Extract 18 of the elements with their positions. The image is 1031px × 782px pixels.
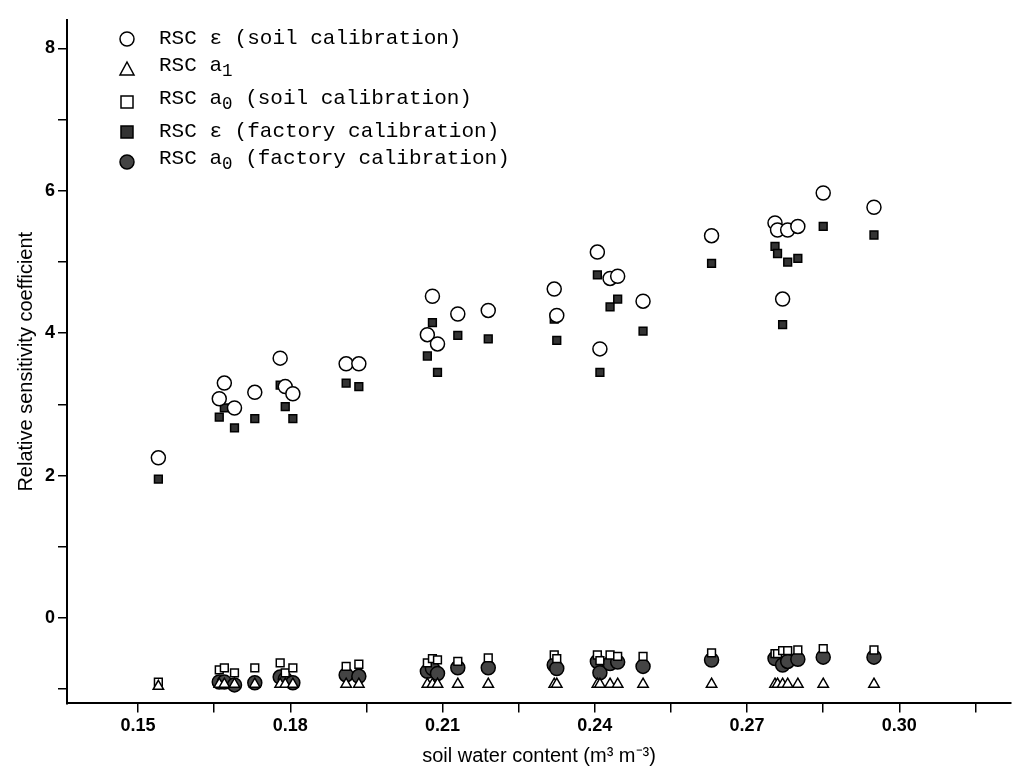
x-tick-label: 0.24 xyxy=(577,715,613,736)
y-axis-title: Relative sensitivity coefficient xyxy=(13,231,36,492)
y-tick-label: 0 xyxy=(45,606,56,627)
y-tick-label: 6 xyxy=(45,179,56,200)
x-tick-label: 0.18 xyxy=(272,715,308,736)
x-tick-label: 0.15 xyxy=(120,715,156,736)
y-tick-label: 2 xyxy=(45,464,56,485)
legend-label: RSC a$_{0}$ (soil calibration) xyxy=(159,86,472,117)
y-tick-label: 8 xyxy=(45,37,56,58)
x-tick-label: 0.30 xyxy=(881,715,917,736)
legend-label: RSC ε (soil calibration) xyxy=(159,26,462,52)
x-tick-label: 0.27 xyxy=(729,715,765,736)
x-tick-label: 0.21 xyxy=(425,715,461,736)
legend-label: RSC a$_{0}$ (factory calibration) xyxy=(159,146,510,177)
legend-label: RSC a$_{1}$ xyxy=(159,53,233,84)
y-tick-label: 4 xyxy=(45,322,56,343)
legend-label: RSC ε (factory calibration) xyxy=(159,119,500,146)
x-axis-title: soil water content (m³ m⁻³) xyxy=(422,743,656,766)
